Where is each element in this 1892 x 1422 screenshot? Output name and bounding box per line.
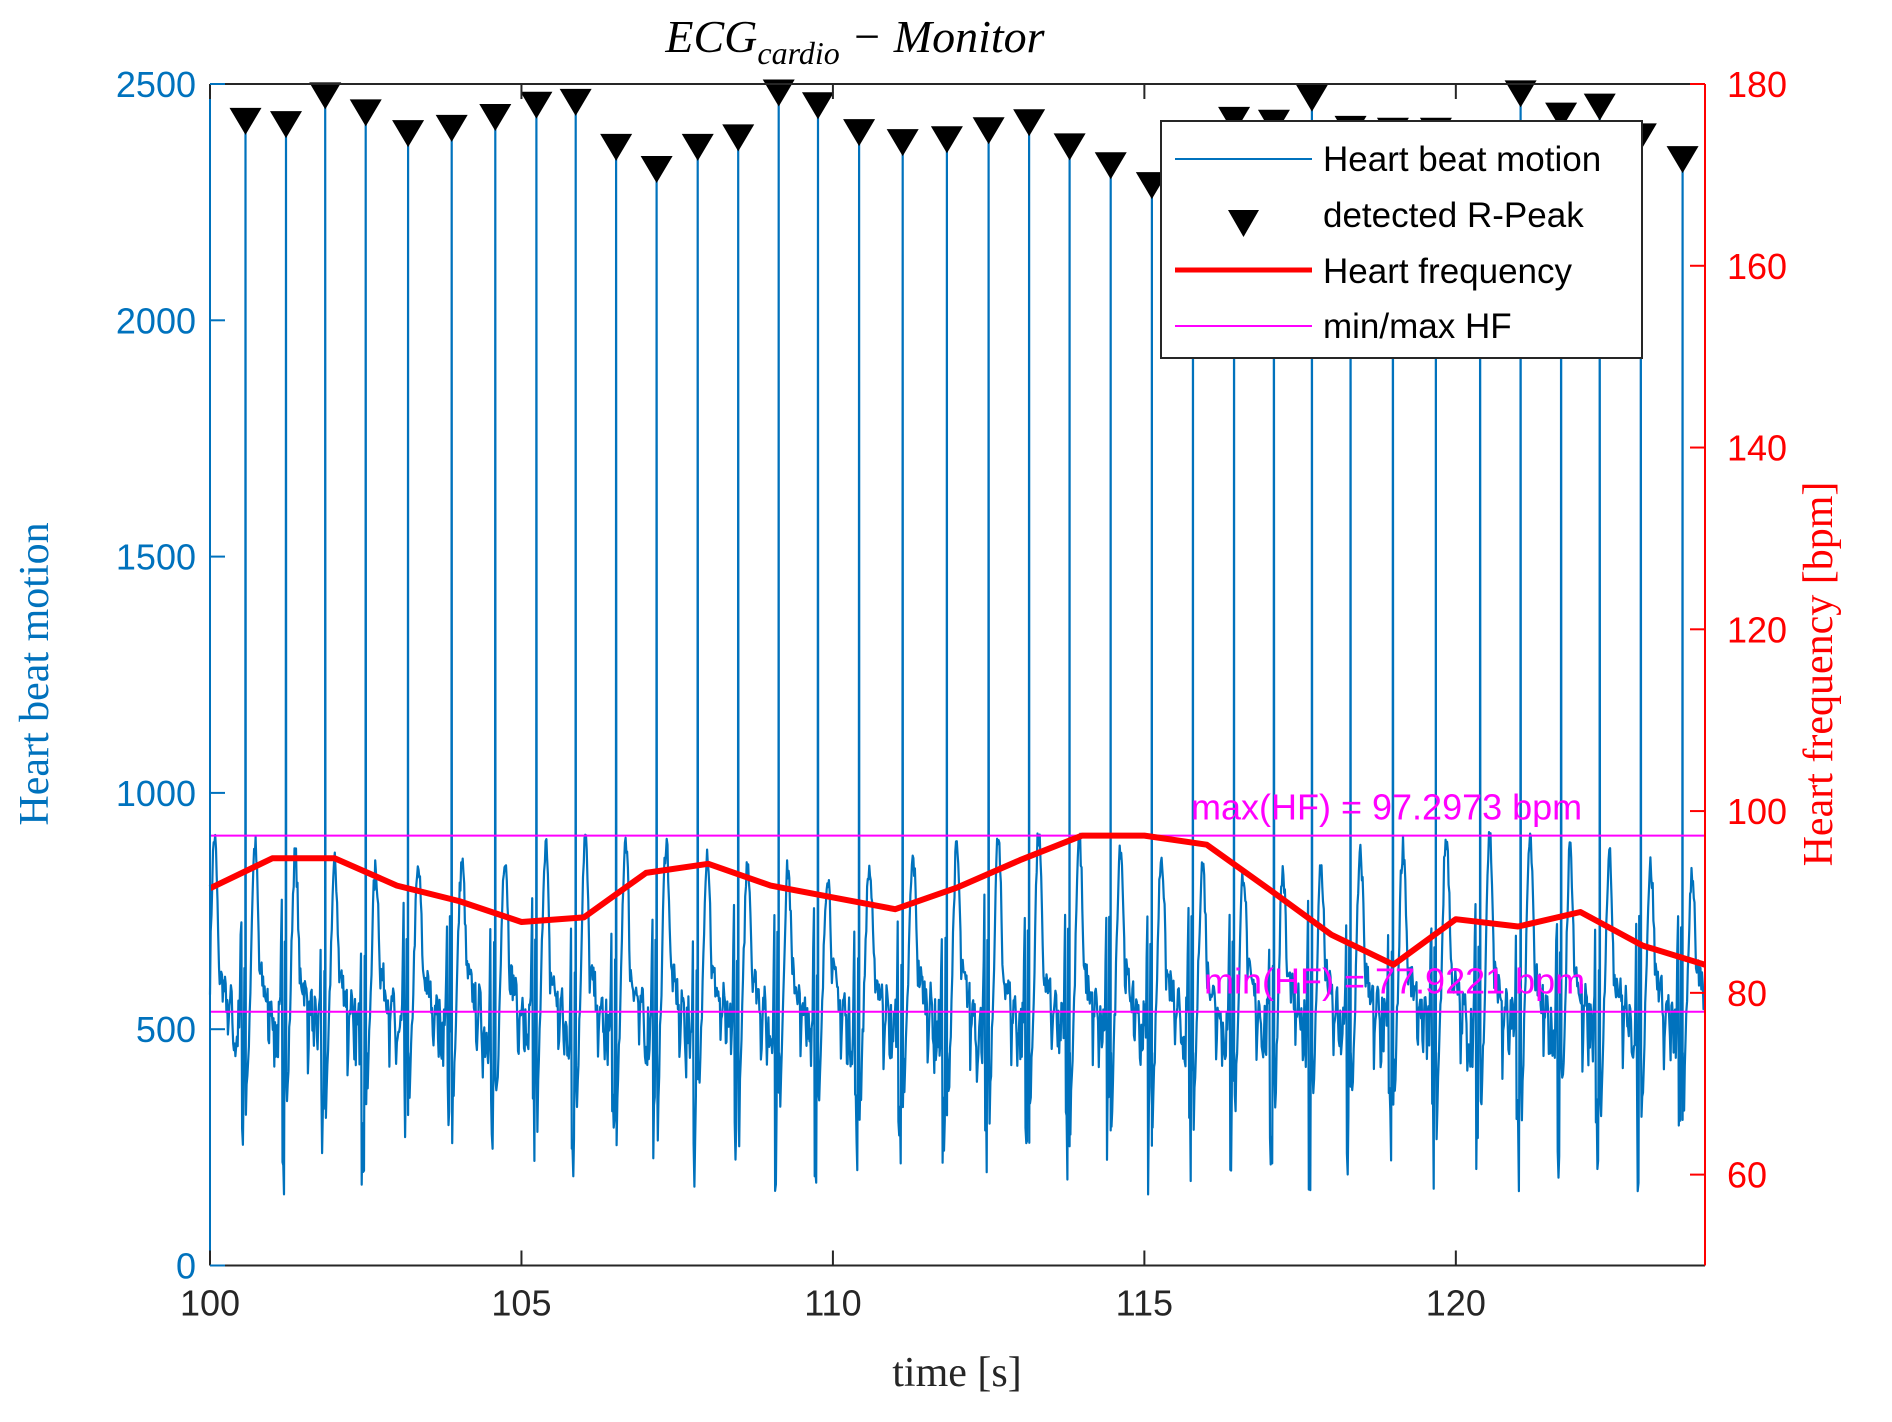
- r-peak-marker: [349, 99, 382, 127]
- legend-swatch-r-peak-icon: [1228, 210, 1259, 237]
- y-left-tick-label: 1000: [116, 773, 196, 814]
- y-right-tick-label: 120: [1727, 609, 1787, 650]
- legend-label-r-peak: detected R-Peak: [1323, 196, 1584, 235]
- min-max-lines: [210, 834, 1705, 1013]
- title-rest: − Monitor: [840, 11, 1046, 62]
- r-peak-marker: [972, 117, 1005, 145]
- r-peak-marker: [1295, 84, 1328, 112]
- x-axis-label: time [s]: [892, 1350, 1021, 1396]
- legend-box: [1160, 120, 1643, 359]
- x-tick-label: 105: [491, 1283, 551, 1324]
- r-peak-marker: [1666, 146, 1699, 174]
- r-peak-marker: [843, 119, 876, 147]
- r-peak-marker: [1094, 152, 1127, 180]
- r-peak-marker: [681, 133, 714, 161]
- r-peak-marker: [801, 92, 834, 120]
- max-hf-annotation: max(HF) = 97.2973 bpm: [1191, 787, 1582, 828]
- r-peak-marker: [1135, 172, 1168, 200]
- r-peak-marker: [600, 133, 633, 161]
- y-right-tick-label: 180: [1727, 64, 1787, 105]
- y-left-tick-label: 2500: [116, 64, 196, 105]
- chart-title: ECGcardio − Monitor: [664, 11, 1045, 71]
- r-peak-marker: [722, 124, 755, 152]
- y-right-tick-label: 80: [1727, 973, 1767, 1014]
- r-peak-marker: [886, 129, 919, 157]
- heart-beat-motion-series: [208, 91, 1706, 1196]
- x-tick-label: 100: [180, 1283, 240, 1324]
- r-peak-marker: [1583, 93, 1616, 121]
- legend: Heart beat motion detected R-Peak Heart …: [1160, 120, 1643, 359]
- x-tick-label: 120: [1426, 1283, 1486, 1324]
- right-y-axis-label: Heart frequency [bpm]: [1796, 482, 1842, 867]
- r-peak-marker: [229, 107, 262, 135]
- r-peak-marker: [309, 82, 342, 110]
- heart-beat-motion-line: [208, 91, 1706, 1196]
- y-right-tick-label: 100: [1727, 791, 1787, 832]
- r-peak-marker: [269, 111, 302, 139]
- title-main: ECG: [664, 11, 757, 62]
- y-right-tick-label: 140: [1727, 428, 1787, 469]
- y-right-tick-label: 60: [1727, 1155, 1767, 1196]
- title-subscript: cardio: [757, 35, 839, 71]
- r-peak-marker: [1053, 133, 1086, 161]
- r-peak-marker: [559, 88, 592, 116]
- r-peak-marker: [1545, 102, 1578, 130]
- r-peak-marker: [640, 156, 673, 184]
- legend-label-heart-beat-motion: Heart beat motion: [1323, 140, 1601, 179]
- min-max-annotations: max(HF) = 97.2973 bpm min(HF) = 77.9221 …: [1191, 787, 1585, 1002]
- legend-label-heart-frequency: Heart frequency: [1323, 252, 1573, 291]
- axes: 100 105 110 115 120 0 500 1000 1500 2000 2500 60 80 1…: [116, 64, 1787, 1324]
- r-peak-marker: [392, 120, 425, 148]
- y-left-tick-label: 500: [136, 1009, 196, 1050]
- r-peak-marker: [930, 126, 963, 154]
- r-peak-marker: [479, 104, 512, 132]
- r-peak-marker: [1013, 109, 1046, 137]
- r-peak-marker: [435, 114, 468, 142]
- r-peak-marker: [762, 79, 795, 107]
- min-hf-annotation: min(HF) = 77.9221 bpm: [1204, 961, 1585, 1002]
- legend-label-min-max-hf: min/max HF: [1323, 307, 1512, 346]
- y-left-tick-label: 0: [176, 1246, 196, 1287]
- y-left-tick-label: 1500: [116, 537, 196, 578]
- y-left-tick-label: 2000: [116, 300, 196, 341]
- r-peak-marker: [520, 91, 553, 119]
- r-peak-marker: [1504, 80, 1537, 108]
- left-y-axis-label: Heart beat motion: [12, 522, 58, 825]
- x-tick-label: 110: [804, 1283, 861, 1324]
- y-right-tick-label: 160: [1727, 246, 1787, 287]
- x-tick-label: 115: [1116, 1283, 1173, 1324]
